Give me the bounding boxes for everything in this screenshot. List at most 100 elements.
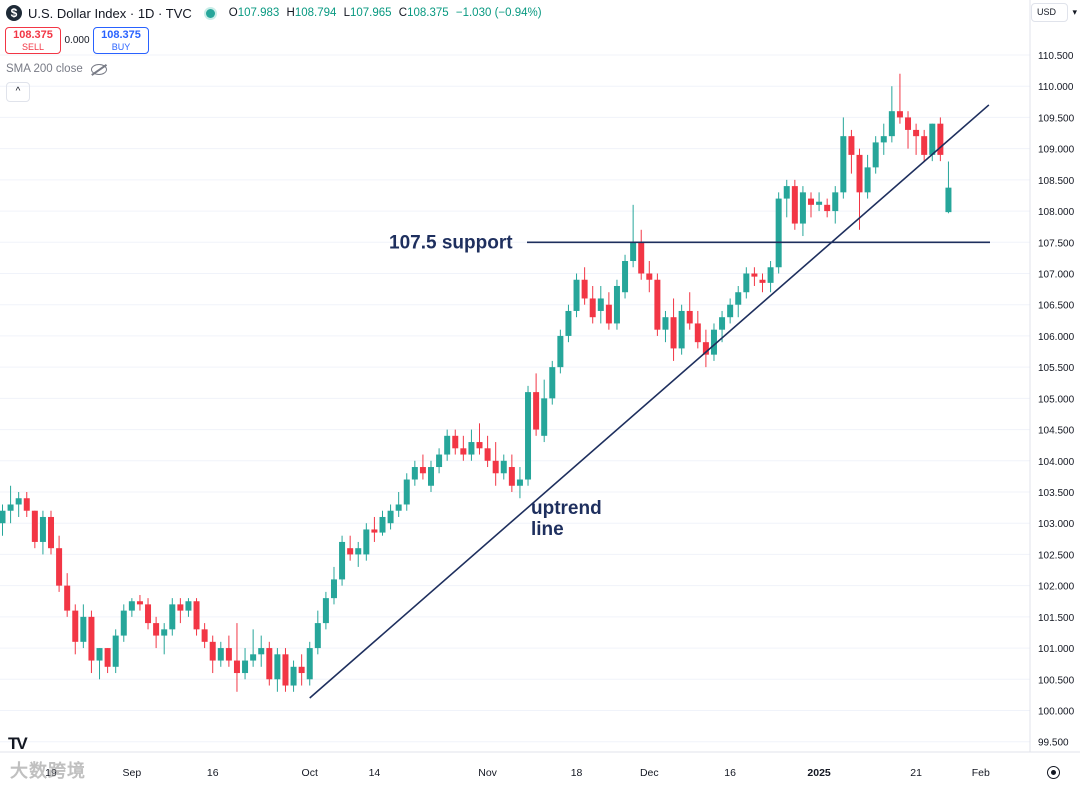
price-tick-label: 109.500 xyxy=(1038,113,1075,124)
time-tick-label: 19 xyxy=(45,767,57,779)
candle-body xyxy=(888,111,895,137)
candle-body xyxy=(282,654,289,686)
time-tick-label: 14 xyxy=(369,767,381,779)
candle-body xyxy=(88,616,95,661)
candle-body xyxy=(686,310,693,324)
candle-body xyxy=(921,136,928,155)
candle-body xyxy=(613,285,620,324)
candle-body xyxy=(56,548,63,586)
candle-body xyxy=(7,504,14,511)
candle-body xyxy=(104,648,111,667)
candle-body xyxy=(905,117,912,130)
candle-body xyxy=(31,510,38,542)
time-tick-label: Feb xyxy=(972,767,990,779)
candle-body xyxy=(266,648,273,680)
candle-body xyxy=(387,510,394,524)
high-value: 108.794 xyxy=(294,7,337,19)
sell-label: SELL xyxy=(21,42,45,52)
collapse-legend-button[interactable]: ^ xyxy=(6,82,30,102)
candle-body xyxy=(702,342,709,355)
candle-body xyxy=(258,648,265,655)
candle-body xyxy=(896,111,903,118)
candle-body xyxy=(500,460,507,474)
candle-body xyxy=(549,367,556,399)
change-value: −1.030 (−0.94%) xyxy=(455,7,542,19)
candle-body xyxy=(428,467,435,486)
tradingview-logo[interactable]: TV xyxy=(8,734,28,753)
candle-body xyxy=(395,504,402,511)
low-label: L xyxy=(343,7,350,19)
time-tick-label: 21 xyxy=(910,767,922,779)
low-value: 107.965 xyxy=(350,7,392,19)
candle-body xyxy=(48,516,55,549)
candle-body xyxy=(355,548,362,555)
candle-body xyxy=(298,666,305,674)
candle-body xyxy=(201,629,208,642)
time-tick-label: 18 xyxy=(571,767,583,779)
candle-body xyxy=(411,467,418,480)
time-tick-label: Dec xyxy=(640,767,659,779)
time-tick-label: 16 xyxy=(207,767,219,779)
uptrend-line xyxy=(309,104,990,699)
candle-body xyxy=(339,541,346,580)
candle-body xyxy=(557,335,564,368)
trade-buttons: 108.375 SELL 0.000 108.375 BUY xyxy=(5,27,149,54)
candle-body xyxy=(72,610,79,642)
price-tick-label: 102.000 xyxy=(1038,582,1075,593)
candle-body xyxy=(808,198,814,205)
sell-button[interactable]: 108.375 SELL xyxy=(5,27,61,54)
candles xyxy=(0,73,952,692)
candle-body xyxy=(662,317,669,330)
watermark: 大数跨境 xyxy=(10,761,86,781)
candle-body xyxy=(209,641,216,661)
candle-body xyxy=(727,304,734,318)
candle-body xyxy=(444,435,451,455)
candle-body xyxy=(96,648,103,661)
candle-body xyxy=(128,601,135,611)
candle-body xyxy=(929,123,936,155)
candle-body xyxy=(735,292,742,305)
time-tick-label: 2025 xyxy=(807,767,831,779)
price-axis[interactable]: 99.500 100.000 100.500 101.000 101.500 102.00… xyxy=(1038,51,1075,749)
price-tick-label: 107.500 xyxy=(1038,238,1075,249)
time-axis[interactable]: 19 Sep 16 Oct 14 Nov 18 Dec 16 2025 21 Feb xyxy=(45,767,990,779)
buy-button[interactable]: 108.375 BUY xyxy=(93,27,149,54)
candle-body xyxy=(638,242,645,274)
candle-body xyxy=(589,298,596,318)
candle-body xyxy=(306,648,313,680)
candle-body xyxy=(848,136,855,155)
price-tick-label: 100.500 xyxy=(1038,675,1075,686)
candle-body xyxy=(622,261,629,293)
candle-body xyxy=(824,204,831,212)
candle-body xyxy=(799,192,806,224)
candle-body xyxy=(330,579,337,599)
currency-select[interactable]: USD xyxy=(1031,3,1077,22)
buy-price: 108.375 xyxy=(101,29,141,41)
gear-icon[interactable] xyxy=(1047,766,1060,779)
symbol-title[interactable]: U.S. Dollar Index · 1D · TVC xyxy=(28,5,192,21)
candle-body xyxy=(185,601,192,611)
candle-body xyxy=(169,604,176,630)
candle-body xyxy=(743,273,750,293)
price-tick-label: 103.000 xyxy=(1038,519,1075,530)
candle-body xyxy=(322,598,329,624)
candle-body xyxy=(581,279,588,299)
market-status-icon[interactable] xyxy=(205,8,215,18)
chevron-up-icon: ^ xyxy=(15,86,21,97)
candle-body xyxy=(80,616,87,642)
indicator-legend[interactable]: SMA 200 close xyxy=(6,63,107,75)
candle-body xyxy=(193,601,200,630)
open-value: 107.983 xyxy=(237,7,280,19)
candle-body xyxy=(573,279,580,311)
candle-body xyxy=(791,186,798,224)
price-tick-label: 102.500 xyxy=(1038,550,1075,561)
candle-body xyxy=(710,329,717,355)
grid-lines xyxy=(0,54,1030,743)
candle-body xyxy=(913,129,920,137)
price-tick-label: 103.500 xyxy=(1038,488,1075,499)
candle-body xyxy=(460,448,467,455)
price-tick-label: 105.000 xyxy=(1038,394,1075,405)
eye-off-icon[interactable] xyxy=(90,63,107,75)
candle-body xyxy=(39,516,46,542)
